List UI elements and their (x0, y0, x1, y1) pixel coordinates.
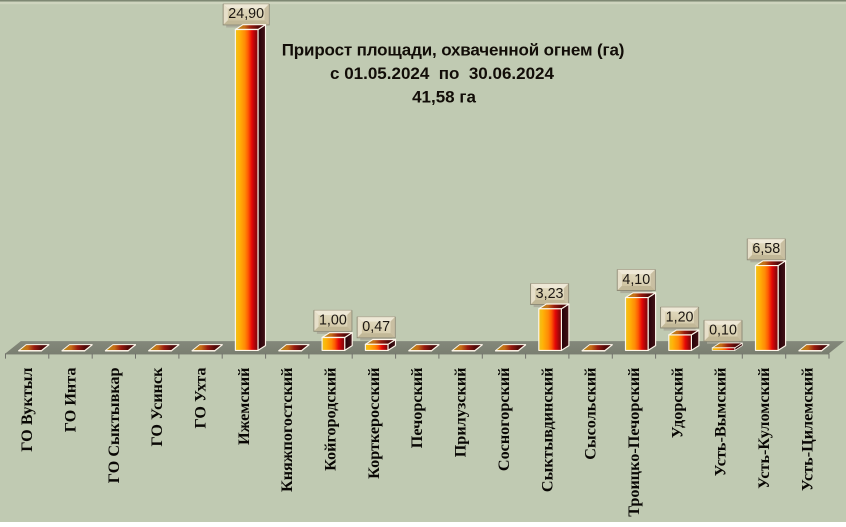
svg-text:Троицко-Печорский: Троицко-Печорский (625, 368, 643, 517)
svg-text:Княжпогостский: Княжпогостский (278, 368, 296, 493)
svg-text:ГО Усинск: ГО Усинск (148, 367, 166, 447)
svg-text:1,20: 1,20 (666, 309, 694, 325)
svg-text:Ижемский: Ижемский (235, 368, 253, 446)
svg-text:6,58: 6,58 (752, 241, 780, 257)
svg-text:ГО Ухта: ГО Ухта (192, 368, 210, 429)
svg-text:4,10: 4,10 (622, 272, 650, 288)
svg-text:ГО Инта: ГО Инта (62, 368, 80, 433)
svg-text:Сыктывдинский: Сыктывдинский (538, 368, 556, 493)
svg-text:Сосногорский: Сосногорский (495, 368, 513, 472)
svg-text:41,58 га: 41,58 га (412, 88, 476, 107)
svg-text:Койгородский: Койгородский (322, 368, 340, 471)
svg-text:ГО Сыктывкар: ГО Сыктывкар (105, 368, 123, 484)
svg-text:Корткеросский: Корткеросский (365, 368, 383, 479)
svg-text:1,00: 1,00 (319, 313, 347, 329)
svg-text:с 01.05.2024 по 30.06.2024: с 01.05.2024 по 30.06.2024 (330, 64, 554, 83)
svg-text:0,10: 0,10 (709, 323, 737, 339)
svg-text:Усть-Цилемский: Усть-Цилемский (798, 368, 816, 492)
svg-text:Усть-Куломский: Усть-Куломский (755, 368, 773, 489)
svg-text:Усть-Вымский: Усть-Вымский (712, 368, 730, 477)
svg-text:Удорский: Удорский (668, 368, 686, 439)
svg-text:24,90: 24,90 (228, 6, 264, 22)
svg-text:Прирост площади, охваченной ог: Прирост площади, охваченной огнем (га) (282, 41, 625, 60)
svg-text:3,23: 3,23 (536, 286, 564, 302)
svg-text:Прилузский: Прилузский (452, 368, 470, 458)
svg-text:Печорский: Печорский (408, 368, 426, 449)
svg-text:0,47: 0,47 (362, 319, 390, 335)
svg-text:ГО Вуктыл: ГО Вуктыл (18, 368, 36, 452)
svg-text:Сысольский: Сысольский (582, 368, 600, 460)
